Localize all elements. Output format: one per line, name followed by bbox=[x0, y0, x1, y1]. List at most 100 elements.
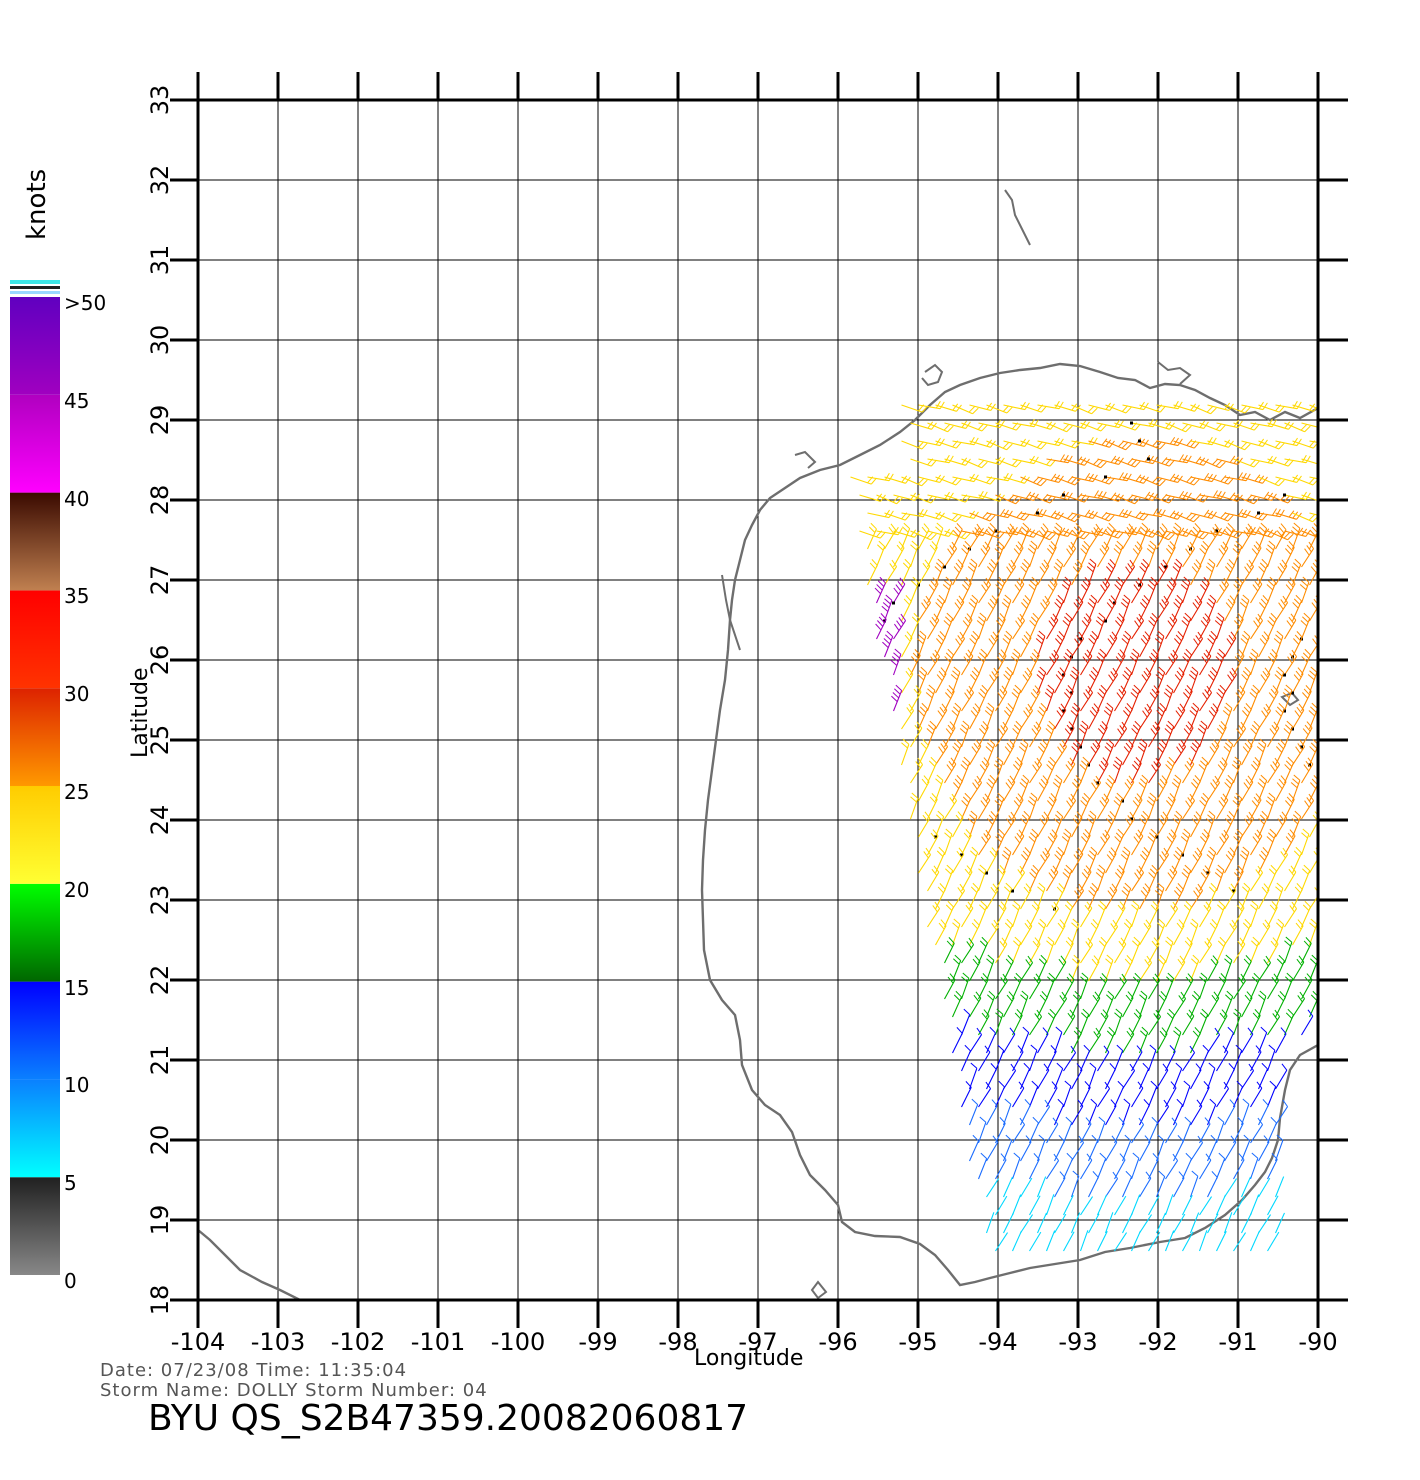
wind-barb bbox=[1250, 763, 1261, 784]
wind-barb-feather bbox=[1132, 800, 1139, 807]
wind-barb bbox=[1012, 583, 1025, 604]
wind-barb-feather bbox=[999, 1117, 1006, 1124]
rain-flag bbox=[1300, 745, 1303, 749]
wind-barb bbox=[927, 871, 940, 892]
wind-barb-feather bbox=[989, 1026, 996, 1034]
wind-barb-feather bbox=[1293, 598, 1301, 605]
wind-barb bbox=[1319, 872, 1330, 891]
wind-barb-feather bbox=[1171, 1117, 1178, 1125]
wind-barb-feather bbox=[1123, 746, 1130, 753]
wind-barb-feather bbox=[1086, 1153, 1093, 1161]
wind-barb bbox=[1097, 584, 1111, 604]
wind-barb-feather bbox=[1270, 1116, 1277, 1124]
wind-barb-feather bbox=[1158, 994, 1165, 1002]
wind-barb-feather bbox=[1099, 800, 1106, 808]
wind-barb bbox=[1250, 1051, 1262, 1072]
wind-barb-feather bbox=[961, 457, 968, 465]
wind-barb-feather bbox=[1061, 739, 1067, 747]
wind-barb bbox=[1011, 1158, 1021, 1180]
wind-barb-feather bbox=[1108, 522, 1115, 530]
wind-barb bbox=[1096, 618, 1106, 640]
wind-barb-feather bbox=[1139, 818, 1146, 825]
wind-barb-feather bbox=[892, 496, 900, 503]
wind-barb-feather bbox=[1093, 1031, 1099, 1039]
wind-barb bbox=[1258, 710, 1272, 730]
wind-barb-feather bbox=[948, 760, 955, 768]
rain-flag bbox=[1070, 727, 1073, 731]
wind-barb bbox=[1284, 799, 1295, 820]
lon-tick-label: -98 bbox=[658, 1328, 697, 1356]
wind-barb bbox=[1181, 1158, 1192, 1180]
wind-barb-feather bbox=[1225, 566, 1232, 573]
wind-barb bbox=[1267, 1016, 1281, 1036]
wind-barb bbox=[1054, 961, 1067, 982]
wind-barb-feather bbox=[957, 559, 964, 567]
wind-barb-feather bbox=[1225, 742, 1232, 749]
wind-barb bbox=[1122, 818, 1136, 838]
wind-barb-feather bbox=[1040, 405, 1047, 413]
wind-barb-feather bbox=[1184, 864, 1192, 871]
wind-barb-feather bbox=[961, 548, 968, 555]
wind-barb-feather bbox=[1051, 829, 1058, 837]
wind-barb-feather bbox=[1067, 685, 1074, 692]
wind-barb-feather bbox=[1211, 919, 1218, 926]
wind-barb bbox=[1215, 870, 1225, 892]
wind-barb-feather bbox=[1098, 764, 1105, 771]
wind-barb-feather bbox=[1072, 566, 1079, 573]
lon-tick-label: -94 bbox=[978, 1328, 1017, 1356]
wind-barb-feather bbox=[1278, 442, 1285, 450]
wind-barb-feather bbox=[1259, 854, 1266, 861]
wind-barb-feather bbox=[1023, 886, 1030, 894]
wind-barb-feather bbox=[993, 667, 999, 675]
wind-barb bbox=[1079, 1230, 1089, 1252]
wind-barb bbox=[1284, 656, 1298, 676]
lat-tick-label: 33 bbox=[146, 85, 174, 116]
wind-barb-feather bbox=[996, 580, 1004, 587]
plot-border bbox=[196, 98, 1320, 1302]
wind-barb-feather bbox=[1283, 532, 1291, 539]
wind-barb-feather bbox=[1263, 883, 1270, 891]
wind-barb-feather bbox=[1295, 594, 1302, 602]
wind-barb bbox=[1029, 727, 1042, 748]
wind-barb-feather bbox=[1059, 667, 1066, 675]
wind-barb-feather bbox=[1240, 721, 1246, 729]
wind-barb-feather bbox=[996, 832, 1004, 839]
wind-barb-feather bbox=[1288, 541, 1295, 548]
wind-barb-feather bbox=[1251, 764, 1258, 771]
wind-barb-feather bbox=[936, 638, 943, 645]
wind-barb bbox=[876, 494, 897, 505]
wind-barb bbox=[1029, 655, 1040, 676]
wind-barb-feather bbox=[1167, 720, 1175, 727]
wind-barb-feather bbox=[948, 937, 955, 944]
wind-barb bbox=[1233, 1232, 1247, 1252]
wind-barb-feather bbox=[1288, 616, 1295, 624]
wind-barb-feather bbox=[1041, 739, 1048, 746]
wind-barb-feather bbox=[1122, 598, 1129, 605]
wind-barb-feather bbox=[1118, 472, 1124, 480]
wind-barb bbox=[1113, 762, 1123, 784]
wind-barb-feather bbox=[1169, 436, 1176, 445]
wind-barb-feather bbox=[1074, 890, 1080, 898]
wind-barb-feather bbox=[1125, 443, 1132, 451]
wind-barb-feather bbox=[1127, 739, 1134, 747]
wind-barb-feather bbox=[1304, 976, 1311, 984]
wind-barb bbox=[994, 762, 1004, 784]
wind-barb-feather bbox=[1254, 1009, 1261, 1016]
wind-barb-feather bbox=[1159, 526, 1166, 534]
wind-barb bbox=[944, 494, 966, 503]
wind-barb-feather bbox=[1178, 1171, 1185, 1179]
wind-barb-feather bbox=[945, 904, 953, 911]
wind-barb bbox=[1003, 781, 1016, 802]
wind-barb-feather bbox=[1173, 854, 1180, 861]
wind-barb-feather bbox=[1206, 854, 1214, 861]
wind-barb-feather bbox=[978, 692, 985, 699]
wind-barb-feather bbox=[1331, 995, 1336, 1001]
wind-barb bbox=[1063, 494, 1085, 503]
wind-barb bbox=[1165, 799, 1176, 820]
wind-barb-feather bbox=[1210, 882, 1217, 890]
wind-barb-feather bbox=[1276, 1134, 1284, 1141]
wind-barb bbox=[1215, 906, 1226, 928]
wind-barb-feather bbox=[1197, 1135, 1203, 1143]
wind-barb-feather bbox=[1238, 901, 1245, 909]
wind-barb-feather bbox=[1180, 739, 1186, 747]
